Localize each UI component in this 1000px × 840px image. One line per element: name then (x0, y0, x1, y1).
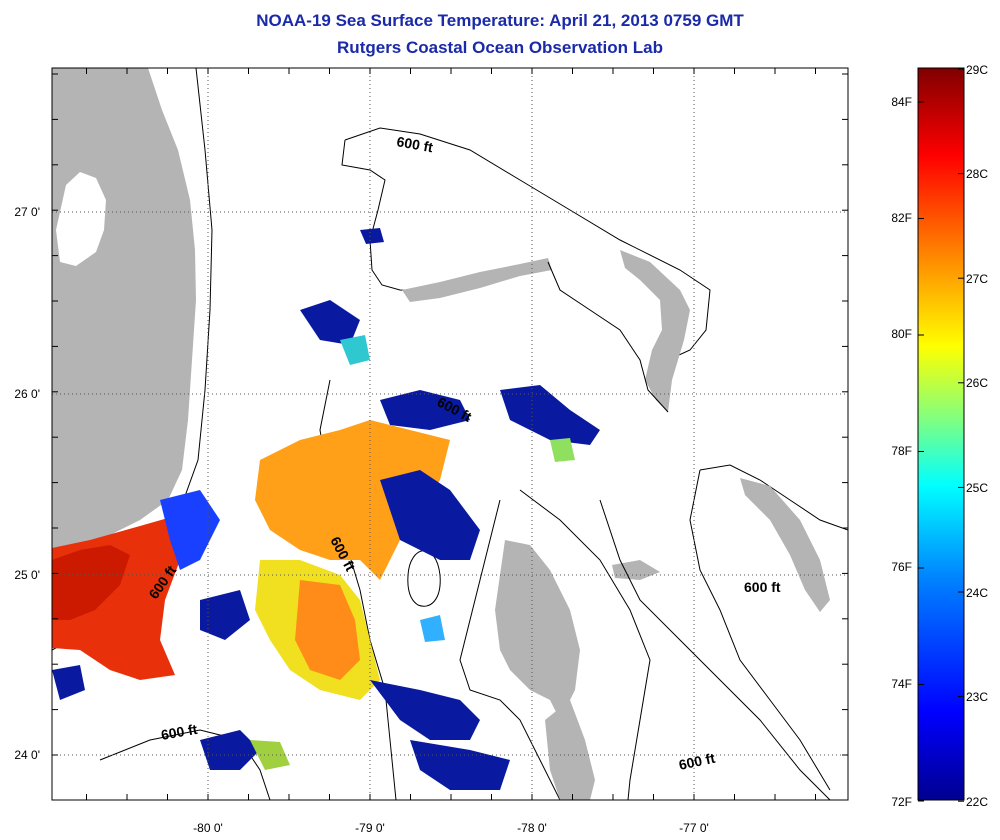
cb-f-label-82: 82F (891, 211, 912, 225)
contour-label-1: 600 ft (395, 133, 434, 155)
sst-patch-blue-9 (200, 730, 260, 770)
sst-patch-blue-4 (380, 470, 480, 560)
sst-patch-blue-10 (360, 228, 384, 244)
contour-600ft-tongue (599, 499, 831, 800)
x-axis-labels: -80 0' -79 0' -78 0' -77 0' (193, 821, 709, 835)
colorbar-ticks (918, 68, 964, 802)
sst-patch-cyan-2 (420, 615, 445, 642)
x-tick-label-3: -78 0' (517, 821, 547, 835)
contour-label-7: 600 ft (677, 750, 716, 773)
contour-600ft-ring (407, 550, 441, 607)
y-tick-label-1: 24 0' (14, 748, 40, 762)
exuma-bank-south (689, 469, 831, 791)
contour-label-6: 600 ft (744, 579, 781, 595)
cb-c-label-23: 23C (966, 690, 988, 704)
abaco-bank-outline (547, 261, 669, 413)
eleuthera-island (740, 478, 830, 612)
great-bahama-bank (459, 499, 561, 800)
sst-patch-blue-6 (410, 740, 510, 790)
cb-c-label-26: 26C (966, 376, 988, 390)
colorbar (917, 67, 965, 801)
cb-f-label-78: 78F (891, 444, 912, 458)
cb-c-label-25: 25C (966, 481, 988, 495)
sst-patch-cyan (340, 335, 370, 365)
sst-patch-blue-2 (380, 390, 470, 430)
sst-patch-red-core (52, 545, 130, 620)
great-bahama-bank-east (519, 489, 651, 800)
andros-south (545, 700, 595, 800)
x-tick-label-2: -79 0' (355, 821, 385, 835)
sst-patch-orange-south (295, 580, 360, 680)
exuma-bank-outline (699, 464, 848, 531)
contour-label-5: 600 ft (160, 721, 199, 743)
map-subtitle: Rutgers Coastal Ocean Observation Lab (337, 38, 663, 57)
sst-patch-blue-3 (500, 385, 600, 445)
grand-bahama-island (402, 258, 552, 302)
sst-patch-green (550, 438, 575, 462)
colorbar-celsius-labels: 29C 28C 27C 26C 25C 24C 23C 22C (966, 63, 988, 809)
abaco-island (620, 250, 690, 412)
x-tick-label-4: -77 0' (679, 821, 709, 835)
y-tick-label-4: 27 0' (14, 205, 40, 219)
cb-c-label-22: 22C (966, 795, 988, 809)
sst-patch-blue-rim (160, 490, 220, 570)
cb-c-label-28: 28C (966, 167, 988, 181)
cb-c-label-27: 27C (966, 272, 988, 286)
sst-data-layer (52, 228, 600, 790)
cb-f-label-72: 72F (891, 795, 912, 809)
cb-c-label-24: 24C (966, 586, 988, 600)
cb-f-label-74: 74F (891, 677, 912, 691)
axis-ticks (52, 68, 848, 800)
lake-okeechobee (56, 172, 106, 266)
sst-patch-green-2 (250, 740, 290, 770)
cb-f-label-76: 76F (891, 560, 912, 574)
grid-lines (52, 68, 848, 800)
colorbar-fahrenheit-labels: 84F 82F 80F 78F 76F 74F 72F (891, 95, 912, 809)
grand-bahama-bank (344, 127, 711, 361)
sst-patch-orange (255, 420, 450, 580)
y-axis-labels: 24 0' 25 0' 26 0' 27 0' (14, 205, 40, 762)
x-tick-label-1: -80 0' (193, 821, 223, 835)
y-tick-label-2: 25 0' (14, 568, 40, 582)
cb-f-label-80: 80F (891, 327, 912, 341)
map-border (51, 67, 849, 801)
sst-patch-blue-8 (52, 665, 85, 700)
map-title: NOAA-19 Sea Surface Temperature: April 2… (256, 11, 744, 30)
sst-patch-blue-7 (200, 590, 250, 640)
y-tick-label-3: 26 0' (14, 387, 40, 401)
cb-c-label-29: 29C (966, 63, 988, 77)
sst-patch-blue-5 (370, 680, 480, 740)
andros-island (495, 540, 580, 720)
cb-f-label-84: 84F (891, 95, 912, 109)
sst-patch-blue-1 (300, 300, 360, 345)
